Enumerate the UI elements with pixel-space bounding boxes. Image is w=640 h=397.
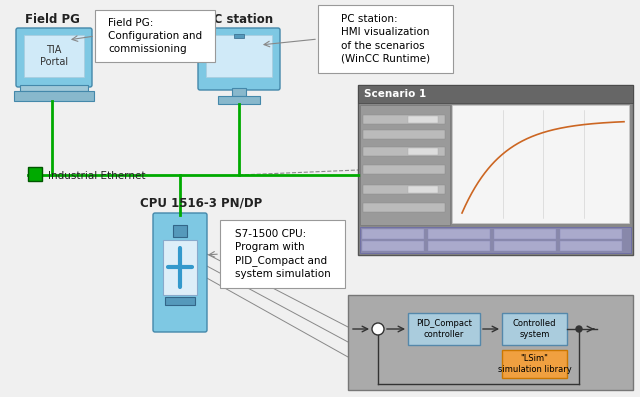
Bar: [218, 96, 260, 104]
Bar: [408, 148, 438, 155]
Bar: [428, 241, 490, 251]
Text: Controlled
system: Controlled system: [513, 319, 556, 339]
Bar: [362, 241, 424, 251]
Bar: [360, 105, 450, 225]
Bar: [560, 229, 622, 239]
Bar: [363, 203, 445, 212]
Text: TIA
Portal: TIA Portal: [40, 45, 68, 67]
Bar: [358, 85, 633, 103]
Bar: [502, 350, 567, 378]
Bar: [234, 34, 244, 38]
Bar: [452, 105, 629, 223]
Bar: [348, 295, 633, 390]
Bar: [494, 241, 556, 251]
Text: "LSim"
simulation library: "LSim" simulation library: [498, 354, 572, 374]
FancyBboxPatch shape: [198, 28, 280, 90]
Bar: [206, 35, 272, 77]
Text: S7-1500 CPU:
Program with
PID_Compact and
system simulation: S7-1500 CPU: Program with PID_Compact an…: [235, 229, 330, 279]
Bar: [318, 5, 453, 73]
Bar: [408, 313, 480, 345]
Bar: [362, 229, 424, 239]
Text: PC station: PC station: [205, 13, 273, 26]
Text: PID_Compact
controller: PID_Compact controller: [416, 319, 472, 339]
Text: CPU 1516-3 PN/DP: CPU 1516-3 PN/DP: [140, 197, 262, 210]
Bar: [232, 88, 246, 96]
Bar: [28, 167, 42, 181]
Text: Industrial Ethernet: Industrial Ethernet: [48, 171, 145, 181]
Bar: [494, 229, 556, 239]
Bar: [24, 35, 84, 77]
Bar: [163, 240, 197, 295]
Bar: [173, 225, 187, 237]
Text: Field PG: Field PG: [24, 13, 79, 26]
Bar: [165, 297, 195, 305]
Circle shape: [372, 323, 384, 335]
FancyBboxPatch shape: [16, 28, 92, 87]
Bar: [360, 227, 631, 253]
Bar: [358, 85, 633, 255]
Text: Scenario 1: Scenario 1: [364, 89, 426, 99]
Bar: [428, 229, 490, 239]
Bar: [14, 91, 94, 101]
Bar: [95, 10, 215, 62]
Bar: [363, 165, 445, 174]
Circle shape: [576, 326, 582, 332]
Bar: [20, 85, 88, 91]
Bar: [560, 241, 622, 251]
Bar: [363, 130, 445, 139]
Bar: [363, 185, 445, 194]
Text: PC station:
HMI visualization
of the scenarios
(WinCC Runtime): PC station: HMI visualization of the sce…: [341, 14, 430, 64]
FancyBboxPatch shape: [153, 213, 207, 332]
Bar: [408, 116, 438, 123]
Bar: [363, 115, 445, 124]
Text: Field PG:
Configuration and
commissioning: Field PG: Configuration and commissionin…: [108, 18, 202, 54]
Bar: [363, 147, 445, 156]
Bar: [220, 220, 345, 288]
Bar: [502, 313, 567, 345]
Bar: [408, 186, 438, 193]
